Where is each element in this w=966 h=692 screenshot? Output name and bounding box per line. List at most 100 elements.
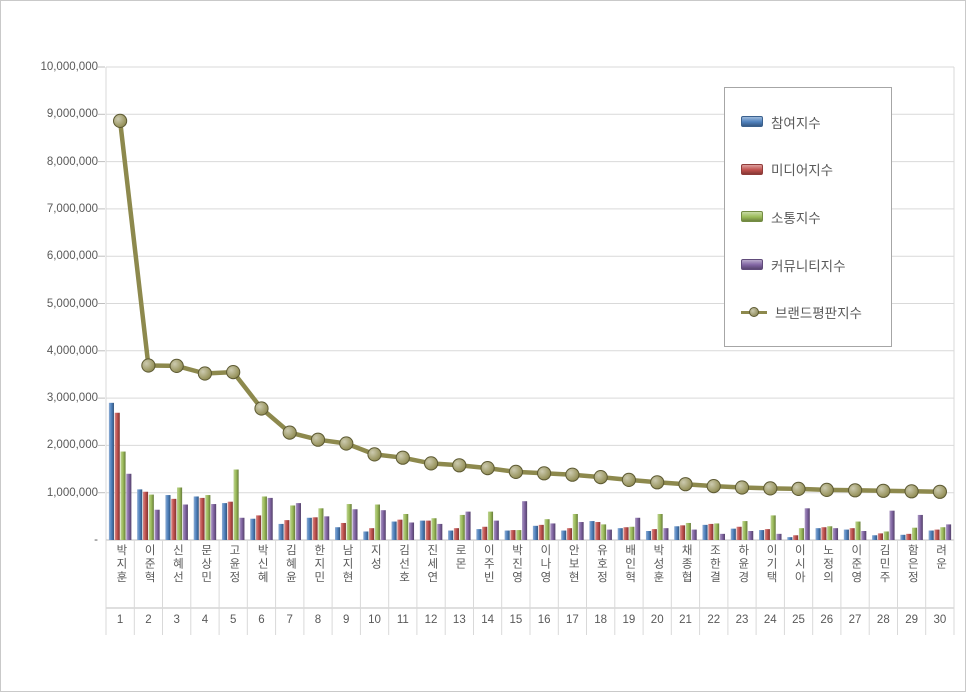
bar [730,528,736,540]
bar [363,531,369,540]
bar [702,524,708,540]
bar [657,513,663,541]
category-name-text: 김혜윤 [284,544,297,585]
bar [940,527,946,540]
bar [855,521,861,540]
bar [651,529,657,540]
category-name-text: 안보현 [567,544,580,585]
bar [674,526,680,540]
bar [391,521,397,540]
category-name-label: 고윤정 [219,544,247,608]
y-axis-tick-label: - [94,534,98,546]
bar [419,520,425,540]
bar [340,522,346,540]
category-name-text: 채종협 [680,544,693,585]
category-rank-label: 9 [343,614,350,626]
bar [278,523,284,540]
line-marker [791,481,806,496]
legend-item: 미디어지수 [741,159,891,179]
bar [821,527,827,540]
bar [759,530,765,540]
bar [917,514,923,540]
line-marker [310,432,326,447]
bar [532,525,538,540]
category-name-label: 박신혜 [247,544,275,608]
line-marker [819,482,834,497]
line-marker [339,436,354,451]
category-name-text: 한지민 [312,544,325,585]
bar [877,533,883,540]
category-name-label: 박성훈 [643,544,671,608]
bar [193,496,199,540]
line-marker [197,366,212,381]
bar [714,523,720,541]
category-name-text: 이기택 [765,544,777,585]
category-name-label: 문상민 [191,544,219,608]
category-name-label: 남지현 [332,544,360,608]
category-name-label: 노정의 [813,544,841,608]
bar [148,494,154,540]
category-rank-label: 8 [314,614,322,626]
category-rank-label: 10 [368,614,381,626]
category-name-text: 이준혁 [143,544,156,585]
line-marker [367,447,382,462]
category-name-text: 박지훈 [114,544,127,585]
bar [476,529,482,540]
bar [510,530,516,540]
y-axis-tick-label: 7,000,000 [46,202,98,215]
bar [889,510,895,540]
bar [787,537,793,540]
category-rank-label: 3 [173,614,180,626]
bar [934,529,940,540]
bar [685,522,691,540]
bar [431,518,437,540]
bar [312,517,318,540]
line-marker [141,358,156,373]
legend-item: 참여지수 [741,112,891,132]
bar [861,531,867,540]
bar [108,402,114,540]
bar-series-1 [114,412,940,540]
category-name-text: 지성 [369,544,382,571]
category-rank-label: 6 [258,614,265,626]
category-name-label: 로몬 [445,544,473,608]
category-name-label: 김민주 [869,544,897,608]
bar [623,527,629,540]
category-rank-label: 1 [116,614,124,626]
category-name-label: 이기택 [756,544,784,608]
y-axis-tick-label: 3,000,000 [46,392,98,405]
legend-label: 브랜드평판지수 [775,306,862,322]
legend-bar-swatch-icon [741,163,763,175]
category-rank-label: 20 [650,614,664,626]
bar [843,529,849,540]
legend-bar-swatch-icon [741,211,763,223]
bar [606,529,612,540]
category-name-text: 이나영 [538,544,551,585]
line-marker [734,480,750,495]
category-name-text: 하윤경 [736,544,749,585]
bar [849,528,855,540]
bar [165,495,171,540]
bar [617,528,623,540]
category-name-label: 이주빈 [473,544,501,608]
category-name-text: 고윤정 [227,544,240,585]
category-name-label: 려운 [926,544,954,608]
bar [465,511,471,540]
category-rank-label: 13 [452,614,466,626]
category-name-text: 조한결 [708,544,721,585]
bar [199,497,205,540]
bar [177,487,183,540]
bar [928,530,934,540]
bar [832,528,839,540]
category-rank-label: 23 [735,614,749,626]
bar [663,528,669,540]
category-rank-label: 27 [848,614,862,626]
bar [550,523,556,541]
bar [946,524,952,540]
bar [227,501,233,540]
category-name-label: 배인혁 [615,544,643,608]
bar [306,517,312,540]
bar [182,504,188,540]
bar [374,504,380,540]
